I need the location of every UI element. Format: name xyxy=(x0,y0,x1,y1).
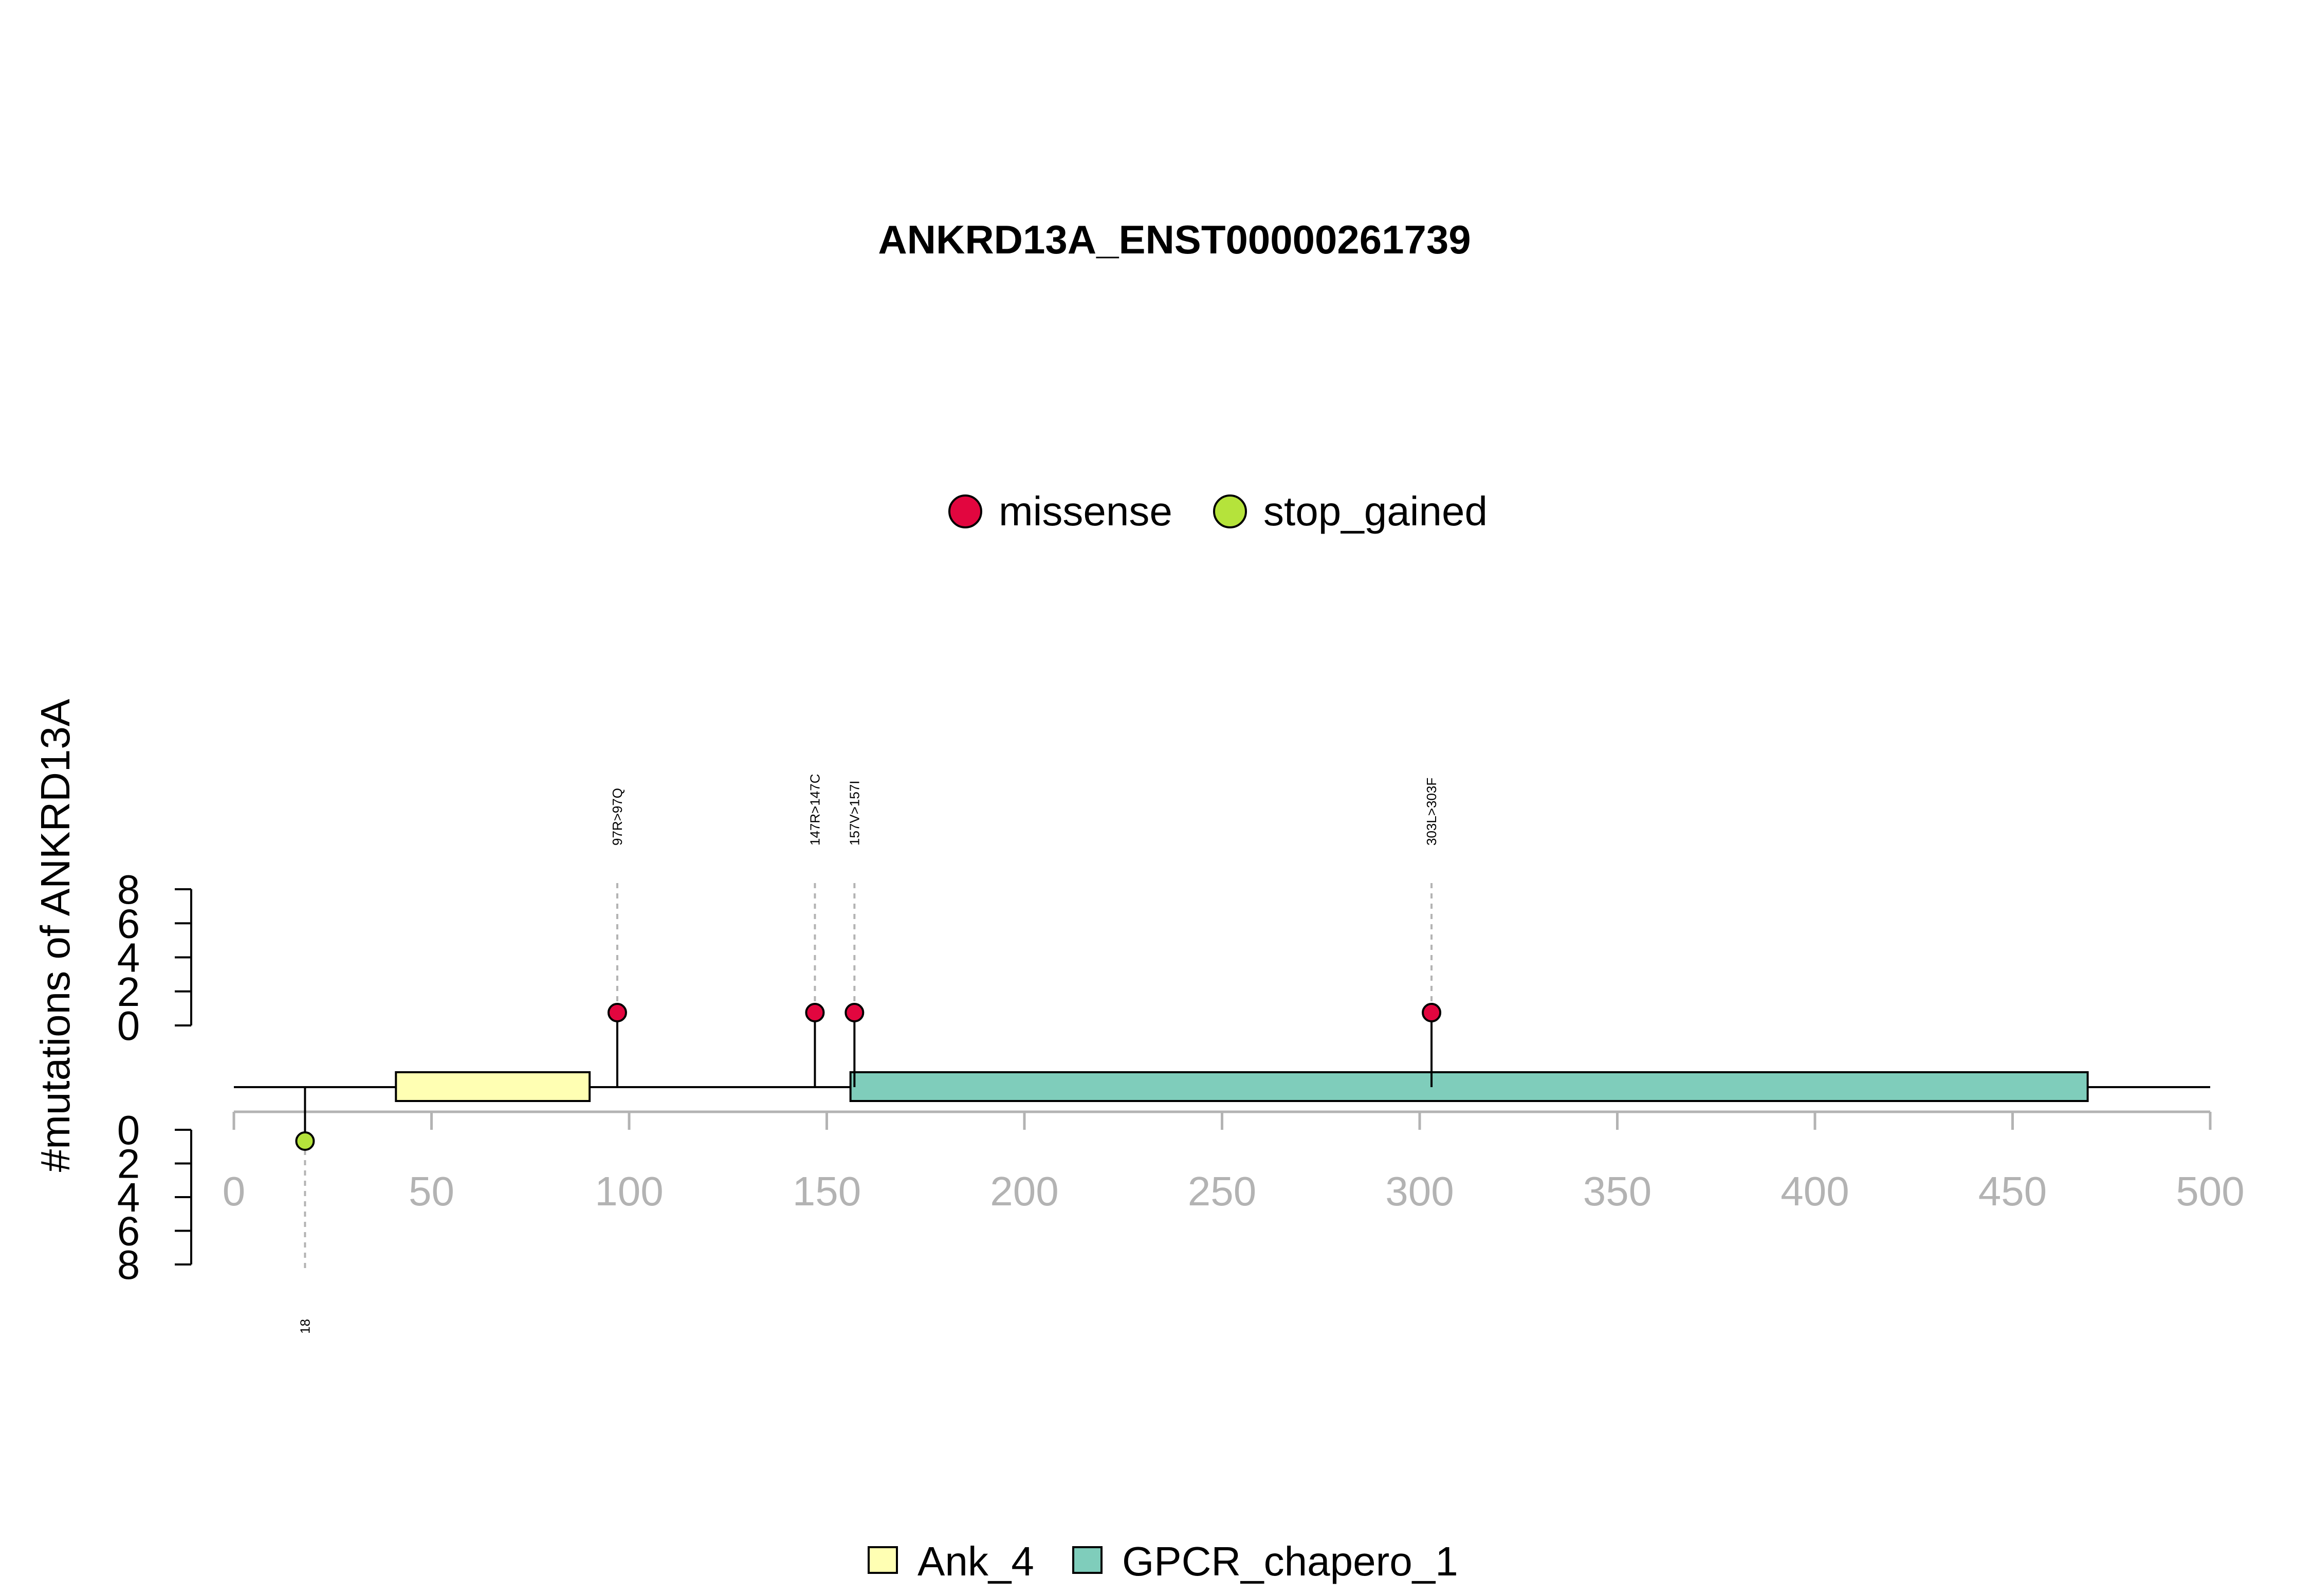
legend-dot-missense xyxy=(948,494,982,528)
domain-legend: Ank_4 GPCR_chapero_1 xyxy=(868,1538,1458,1584)
mutation-heads xyxy=(295,1003,1442,1151)
mutation-head-303 xyxy=(1422,1003,1442,1022)
mutation-label-18: 18 xyxy=(297,1319,313,1334)
mutation-head-147 xyxy=(805,1003,825,1022)
y-top-tick-label: 2 xyxy=(117,969,140,1015)
y-bottom-tick-label: 0 xyxy=(117,1107,140,1153)
y-bottom-tick-label: 8 xyxy=(117,1242,140,1288)
mutation-legend: missense stop_gained xyxy=(948,488,1488,534)
x-tick-label: 500 xyxy=(2176,1168,2244,1214)
x-tick-label: 100 xyxy=(595,1168,663,1214)
legend-label-missense: missense xyxy=(999,488,1172,534)
domain-GPCR_chapero_1 xyxy=(849,1071,2089,1102)
x-tick-label: 250 xyxy=(1188,1168,1256,1214)
x-tick-label: 450 xyxy=(1978,1168,2047,1214)
mutation-head-97 xyxy=(607,1003,627,1022)
y-top-tick-label: 0 xyxy=(117,1003,140,1049)
x-tick-label: 200 xyxy=(990,1168,1058,1214)
mutation-stems: 97R>97Q 147R>147C 157V>157I 303L>303F 18 xyxy=(297,774,1439,1334)
legend-dot-stop_gained xyxy=(1213,494,1247,528)
y-bottom-tick-label: 2 xyxy=(117,1141,140,1187)
y-top-tick-label: 6 xyxy=(117,901,140,946)
y-bottom-tick-label: 6 xyxy=(117,1208,140,1254)
x-tick-label: 0 xyxy=(223,1168,246,1214)
x-tick-label: 50 xyxy=(409,1168,454,1214)
chart-title: ANKRD13A_ENST00000261739 xyxy=(878,217,1471,262)
y-top-tick-label: 8 xyxy=(117,867,140,912)
x-tick-label: 400 xyxy=(1780,1168,1849,1214)
legend-label-stop_gained: stop_gained xyxy=(1263,488,1488,534)
domain-legend-swatch-Ank_4 xyxy=(868,1546,898,1574)
mutation-label-97: 97R>97Q xyxy=(610,788,625,846)
mutation-label-147: 147R>147C xyxy=(807,774,822,846)
mutation-head-18 xyxy=(295,1131,315,1151)
domain-Ank_4 xyxy=(395,1071,591,1102)
mutation-label-303: 303L>303F xyxy=(1424,778,1439,846)
domain-legend-label-GPCR_chapero_1: GPCR_chapero_1 xyxy=(1122,1538,1458,1584)
domain-legend-label-Ank_4: Ank_4 xyxy=(917,1538,1034,1584)
x-tick-label: 150 xyxy=(793,1168,861,1214)
y-axis-label: #mutations of ANKRD13A xyxy=(32,699,78,1172)
mutation-head-157 xyxy=(845,1003,865,1022)
domain-legend-swatch-GPCR_chapero_1 xyxy=(1072,1546,1103,1574)
y-bottom-tick-label: 4 xyxy=(117,1175,140,1220)
x-tick-label: 350 xyxy=(1583,1168,1651,1214)
mutation-label-157: 157V>157I xyxy=(847,780,862,846)
y-top-tick-label: 4 xyxy=(117,935,140,981)
x-axis: 0 50 100 150 200 250 300 350 400 450 500 xyxy=(223,1110,2245,1214)
x-tick-label: 300 xyxy=(1385,1168,1454,1214)
domain-boxes xyxy=(395,1071,2089,1102)
